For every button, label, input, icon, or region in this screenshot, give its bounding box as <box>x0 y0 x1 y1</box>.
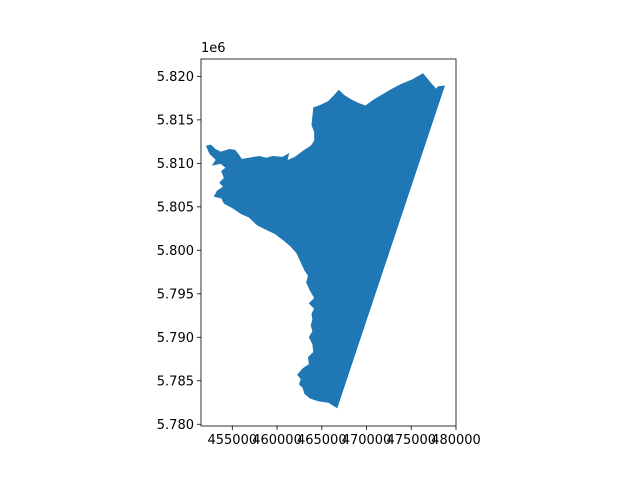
x-tick-label: 470000 <box>342 433 392 448</box>
x-tick-label: 475000 <box>386 433 436 448</box>
x-tick-label: 480000 <box>431 433 481 448</box>
y-tick-label: 5.805 <box>157 200 194 215</box>
x-tick-label: 455000 <box>207 433 257 448</box>
region-polygon <box>205 73 445 409</box>
y-tick-label: 5.785 <box>157 374 194 389</box>
y-tick-label: 5.810 <box>157 157 194 172</box>
y-tick-label: 5.820 <box>157 70 194 85</box>
x-tick-label: 460000 <box>252 433 302 448</box>
x-tick-label: 465000 <box>297 433 347 448</box>
y-tick-label: 5.790 <box>157 331 194 346</box>
y-tick-label: 5.780 <box>157 418 194 433</box>
axes-frame <box>200 58 457 427</box>
y-tick-label: 5.815 <box>157 113 194 128</box>
plot-area <box>205 73 445 409</box>
y-tick-label: 5.800 <box>157 244 194 259</box>
y-tick-label: 5.795 <box>157 287 194 302</box>
y-axis-offset-label: 1e6 <box>201 41 226 56</box>
